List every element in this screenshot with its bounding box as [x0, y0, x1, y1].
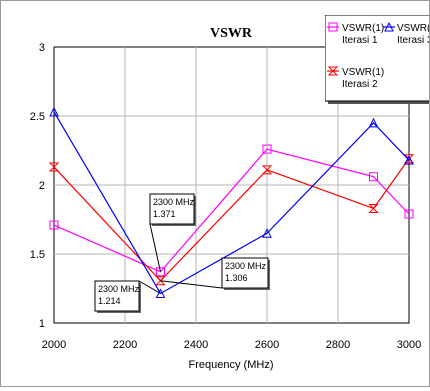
- series-2: [48, 154, 415, 286]
- callout-label: 2300 MHz: [153, 197, 195, 207]
- y-tick-label: 2.5: [30, 111, 45, 123]
- x-tick-label: 3000: [397, 339, 421, 351]
- data-point: [49, 220, 59, 230]
- data-point: [404, 209, 414, 219]
- callout-box: [149, 193, 195, 225]
- callout-label: 1.214: [98, 296, 121, 306]
- callout-label: 2300 MHz: [225, 261, 267, 271]
- callout-leader: [149, 223, 161, 272]
- legend-entry-1: VSWR(1)Iterasi 1: [327, 22, 384, 46]
- data-point: [369, 172, 378, 182]
- series-line: [53, 148, 410, 273]
- series-1: [49, 144, 414, 277]
- x-tick-label: 2200: [113, 339, 137, 351]
- data-point: [262, 228, 272, 238]
- data-point: [48, 162, 60, 172]
- y-tick-label: 1.5: [30, 249, 45, 261]
- callout-3: 2300 MHz 1.214: [94, 280, 161, 313]
- x-tick-label: 2600: [255, 339, 279, 351]
- legend-marker: [328, 22, 338, 32]
- data-point: [49, 106, 59, 117]
- callout-label: 2300 MHz: [98, 284, 140, 294]
- series-line: [53, 111, 410, 295]
- axes: 2000 2200 2400 2600 2800 3000 1 1.5 2 2.5 3: [30, 42, 422, 351]
- data-point: [155, 288, 166, 298]
- series-layer: [48, 106, 415, 298]
- legend-marker: [384, 21, 394, 32]
- callout-label: 1.306: [225, 273, 248, 283]
- data-point: [156, 267, 165, 277]
- callout-label: 1.371: [153, 209, 176, 219]
- y-tick-label: 1: [39, 318, 45, 330]
- x-tick-label: 2400: [184, 339, 208, 351]
- legend-entry-2: VSWR(1)Iterasi 2: [327, 66, 384, 90]
- y-tick-label: 2: [39, 180, 45, 192]
- series-3: [49, 106, 414, 298]
- data-point: [261, 165, 273, 175]
- callout-leader: [138, 280, 161, 294]
- x-tick-label: 2000: [42, 339, 66, 351]
- data-point: [368, 203, 379, 213]
- chart-title: VSWR: [210, 26, 253, 41]
- callout-box: [94, 280, 140, 312]
- callout-2: 2300 MHz 1.306: [160, 257, 270, 290]
- callout-1: 2300 MHz 1.371: [149, 193, 196, 272]
- callouts: 2300 MHz 1.371 2300 MHz 1.306 2300 MHz 1.214: [94, 193, 270, 313]
- data-point: [403, 154, 415, 164]
- legend-entry-3: VSWR(1Iterasi 3: [383, 21, 429, 46]
- x-axis-label: Frequency (MHz): [189, 359, 274, 371]
- legend-box: [325, 15, 429, 102]
- data-point: [155, 276, 166, 286]
- y-tick-label: 3: [39, 42, 45, 54]
- callout-leader: [160, 280, 223, 289]
- legend-label: VSWR(1): [342, 23, 384, 34]
- x-tick-label: 2800: [326, 339, 350, 351]
- data-point: [262, 144, 272, 154]
- legend-marker: [327, 66, 339, 76]
- callout-box: [221, 257, 269, 289]
- legend-label: VSWR(1: [397, 23, 429, 34]
- data-point: [368, 117, 379, 128]
- legend-label: Iterasi 3: [397, 35, 429, 46]
- legend-label: VSWR(1): [342, 67, 384, 78]
- legend-label: Iterasi 1: [342, 35, 378, 46]
- legend-label: Iterasi 2: [342, 79, 378, 90]
- data-point: [404, 155, 414, 165]
